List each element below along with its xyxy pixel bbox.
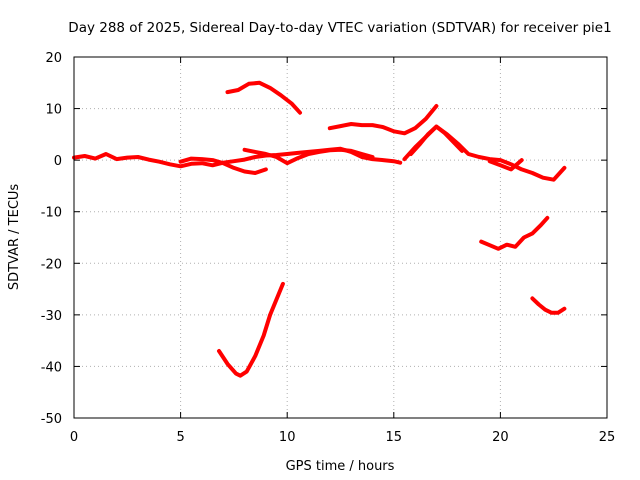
y-axis-label: SDTVAR / TECUs bbox=[7, 184, 22, 291]
x-tick-label: 20 bbox=[492, 430, 509, 445]
y-tick-label: -20 bbox=[41, 257, 62, 272]
series-line-arc-11 bbox=[530, 296, 567, 315]
x-tick-label: 15 bbox=[386, 430, 403, 445]
y-tick-label: -50 bbox=[41, 412, 62, 427]
grid-lines bbox=[74, 57, 607, 418]
y-tick-label: -40 bbox=[41, 360, 62, 375]
y-tick-label: -10 bbox=[41, 206, 62, 221]
chart-title: Day 288 of 2025, Sidereal Day-to-day VTE… bbox=[68, 20, 611, 36]
series-layer bbox=[72, 80, 567, 378]
x-tick-label: 25 bbox=[599, 430, 616, 445]
x-tick-label: 5 bbox=[176, 430, 184, 445]
y-tick-label: 0 bbox=[54, 154, 62, 169]
series-line-arc-10 bbox=[479, 215, 550, 251]
series-line-arc-4 bbox=[225, 80, 302, 115]
x-axis-label: GPS time / hours bbox=[286, 459, 395, 474]
x-tick-label: 0 bbox=[70, 430, 78, 445]
axis-ticks: 0 5 10 15 20 25 20 10 0 -10 -20 -30 -40 -50 bbox=[41, 51, 616, 445]
plot-frame bbox=[73, 56, 608, 419]
y-tick-label: -30 bbox=[41, 309, 62, 324]
x-tick-label: 10 bbox=[279, 430, 296, 445]
series-line-arc-2 bbox=[178, 156, 268, 175]
y-tick-label: 20 bbox=[45, 51, 62, 66]
y-tick-label: 10 bbox=[45, 103, 62, 118]
series-line-arc-3 bbox=[242, 147, 375, 166]
series-line-arc-7 bbox=[408, 124, 464, 156]
series-line-arc-8 bbox=[487, 158, 524, 172]
series-line-arc-5 bbox=[327, 104, 439, 136]
series-line-arc-9 bbox=[217, 281, 285, 378]
